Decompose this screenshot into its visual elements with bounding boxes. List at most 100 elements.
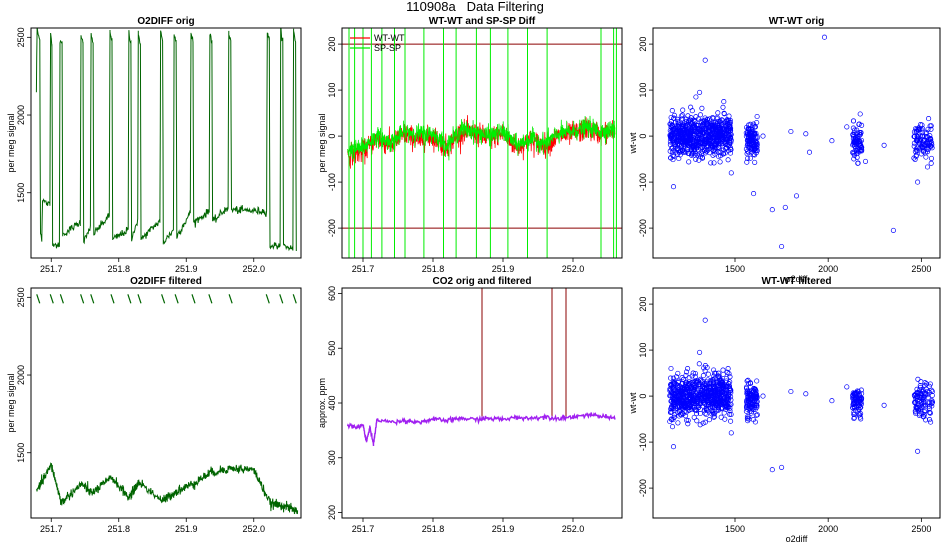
scatter-point <box>710 126 716 132</box>
scatter-point <box>678 132 684 138</box>
legend-label: WT-WT <box>374 33 405 43</box>
scatter-outlier <box>670 184 677 190</box>
scatter-point <box>675 123 681 129</box>
scatter-point <box>686 407 692 413</box>
plot-frame <box>341 287 623 519</box>
x-tick-label: 251.8 <box>422 264 445 274</box>
scatter-point <box>688 115 694 121</box>
scatter-point <box>705 127 712 133</box>
scatter-outlier <box>760 393 766 399</box>
scatter-point <box>856 121 862 127</box>
scatter-point <box>693 156 699 162</box>
scatter-point <box>926 116 932 122</box>
scatter-point <box>679 375 685 381</box>
scatter-outlier <box>829 398 835 404</box>
scatter-point <box>721 111 727 117</box>
scatter-point <box>679 138 686 144</box>
y-tick-label: 200 <box>327 505 337 520</box>
plot-area <box>346 288 616 447</box>
scatter-point <box>671 138 677 144</box>
scatter-point <box>690 396 696 402</box>
scatter-point <box>914 137 920 143</box>
scatter-point <box>914 133 920 139</box>
scatter-point <box>685 421 691 427</box>
scatter-point <box>704 388 710 395</box>
scatter-point <box>685 398 691 405</box>
scatter-point <box>928 123 934 129</box>
scatter-point <box>929 403 935 409</box>
scatter-point <box>670 152 676 159</box>
scatter-point <box>698 139 704 145</box>
upper-segment <box>208 294 213 304</box>
scatter-point <box>703 133 709 139</box>
scatter-outlier <box>782 204 788 210</box>
scatter-point <box>923 381 930 387</box>
y-tick-label: 2500 <box>16 287 26 307</box>
scatter-point <box>748 408 755 415</box>
scatter-point <box>726 113 732 119</box>
y-tick-label: -200 <box>638 219 648 237</box>
scatter-point <box>683 372 689 378</box>
scatter-point <box>754 378 760 384</box>
scatter-point <box>746 391 752 397</box>
scatter-point <box>857 401 863 407</box>
scatter-outlier <box>779 243 785 250</box>
scatter-point <box>710 114 716 121</box>
scatter-point <box>726 371 732 377</box>
y-tick-label: 2000 <box>16 365 26 385</box>
scatter-point <box>683 369 690 375</box>
scatter-point <box>752 419 758 425</box>
scatter-outlier <box>697 349 703 355</box>
scatter-point <box>711 160 717 166</box>
panel-o2diff-orig: O2DIFF orig 251.7 251.8 251.9 252.0 1500 2000 2… <box>6 16 302 274</box>
scatter-point <box>672 119 679 125</box>
scatter-point <box>723 375 730 382</box>
scatter-point <box>689 373 695 379</box>
scatter-point <box>744 151 750 157</box>
scatter-point <box>707 385 713 391</box>
scatter-point <box>918 392 924 398</box>
scatter-point <box>753 403 760 409</box>
x-tick-label: 2000 <box>818 264 838 274</box>
upper-segment <box>59 294 64 304</box>
scatter-point <box>858 404 864 410</box>
scatter-point <box>726 148 732 154</box>
y-tick-label: 100 <box>638 343 648 358</box>
scatter-outlier <box>806 149 813 155</box>
scatter-point <box>686 140 692 146</box>
scatter-point <box>711 373 717 379</box>
scatter-point <box>682 387 688 393</box>
x-tick-label: 251.7 <box>352 264 375 274</box>
scatter-point <box>668 416 674 422</box>
scatter-point <box>746 414 752 420</box>
y-tick-label: -200 <box>638 479 648 497</box>
scatter-point <box>701 120 707 126</box>
scatter-point <box>693 151 699 157</box>
scatter-point <box>696 157 702 163</box>
scatter-point <box>857 395 863 401</box>
scatter-point <box>854 137 860 144</box>
scatter-point <box>697 112 704 118</box>
scatter-point <box>688 147 695 153</box>
scatter-outlier <box>788 388 794 395</box>
scatter-point <box>701 140 707 146</box>
y-tick-label: -100 <box>638 433 648 451</box>
scatter-point <box>747 155 753 161</box>
scatter-point <box>711 120 717 126</box>
panel-co2-orig-filtered: CO2 orig and filtered 251.7 251.8 251.9 252.… <box>317 276 623 534</box>
scatter-outlier <box>702 317 708 323</box>
scatter-point <box>922 407 928 413</box>
scatter-point <box>704 121 710 127</box>
panel-title: O2DIFF filtered <box>130 276 202 287</box>
scatter-point <box>856 138 862 144</box>
scatter-point <box>671 147 677 153</box>
y-tick-label: 400 <box>327 395 337 410</box>
y-tick-label: 200 <box>638 297 648 312</box>
scatter-outlier <box>670 444 677 450</box>
scatter-point <box>918 126 924 132</box>
scatter-point <box>697 422 703 428</box>
scatter-point <box>915 138 921 144</box>
scatter-outlier <box>702 57 708 63</box>
scatter-point <box>686 159 692 165</box>
